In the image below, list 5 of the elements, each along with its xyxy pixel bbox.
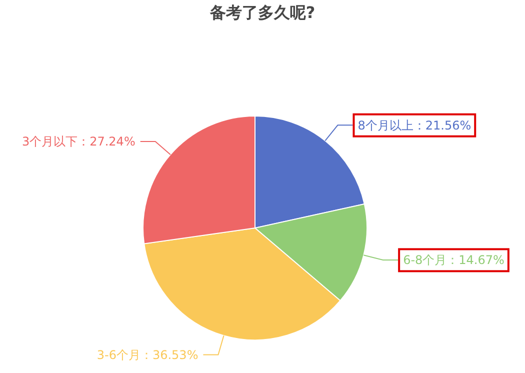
slice-label: 3-6个月：36.53% (96, 348, 198, 362)
chart-title: 备考了多久呢? (208, 3, 316, 22)
slice-label: 8个月以上：21.56% (358, 118, 472, 132)
slice-label: 6-8个月：14.67% (403, 253, 504, 268)
slice-label: 3个月以下：27.24% (22, 134, 136, 149)
